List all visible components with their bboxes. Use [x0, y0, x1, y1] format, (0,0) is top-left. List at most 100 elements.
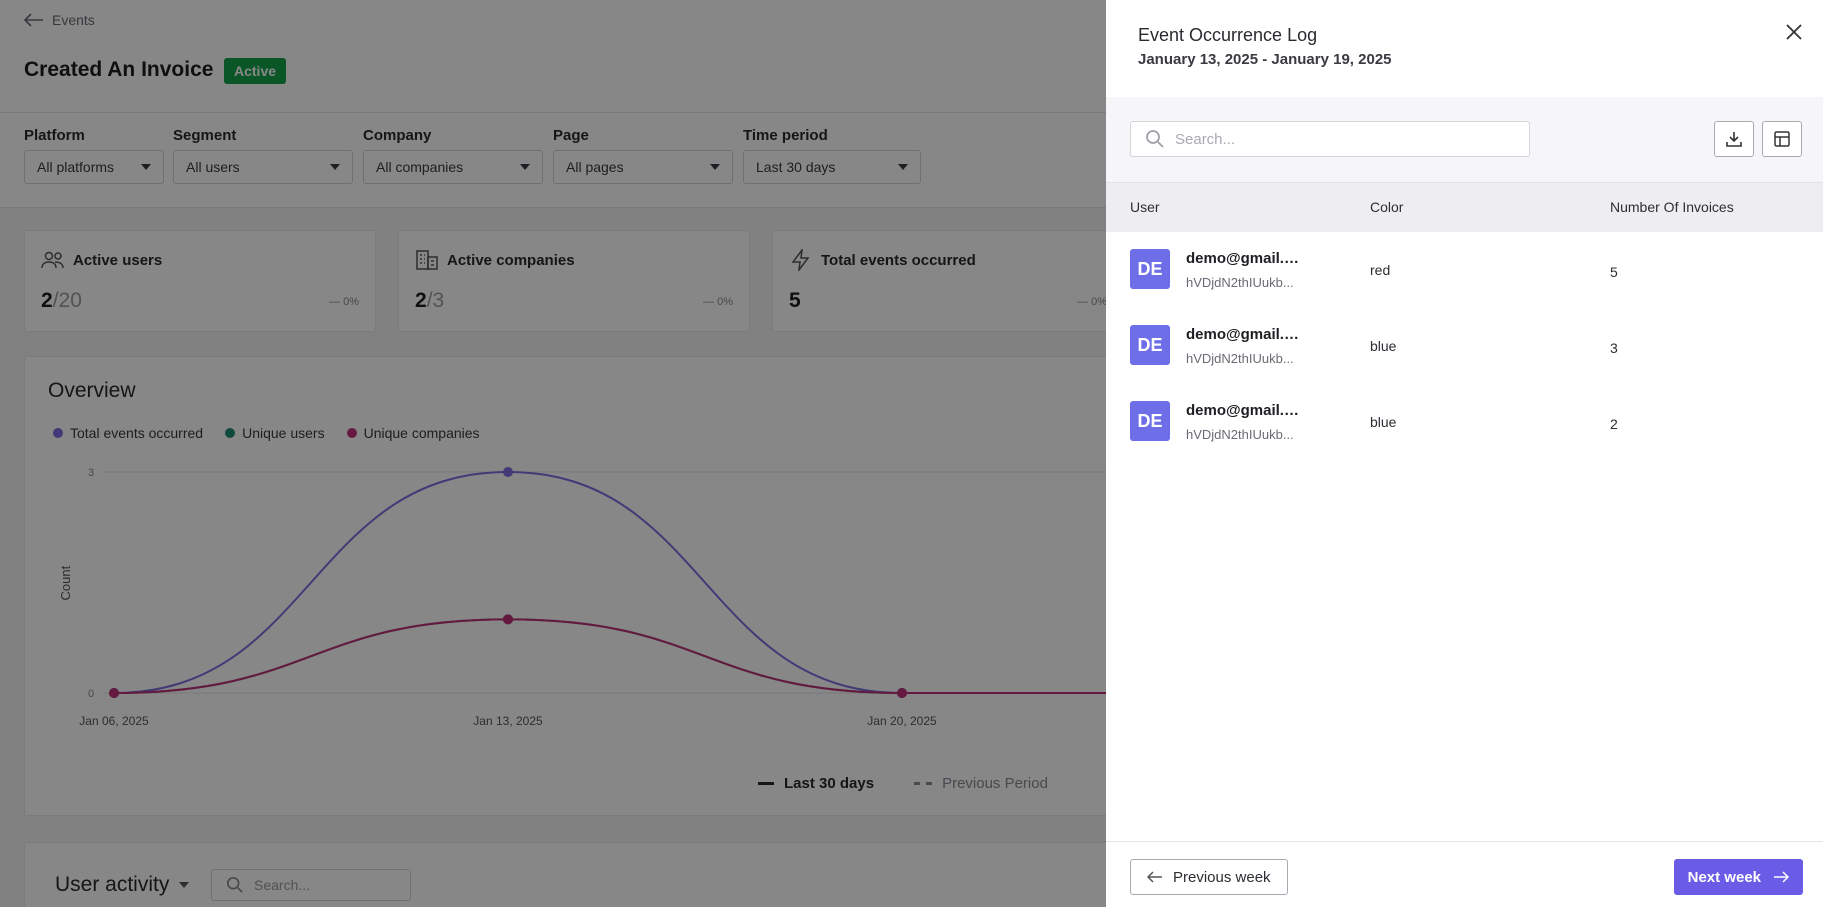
previous-week-label: Previous week: [1173, 868, 1271, 886]
user-email[interactable]: demo@gmail.com: [1186, 326, 1306, 343]
filter-label: Segment: [173, 127, 237, 144]
invoice-count: 5: [1610, 264, 1618, 280]
avatar: DE: [1130, 401, 1170, 441]
select-value: All companies: [376, 159, 464, 175]
overview-line-chart: 0 3 Count Jan 06, 2025 Jan 13, 2025 Jan 20, 2…: [58, 467, 1125, 728]
caret-down-icon: [330, 164, 340, 170]
y-tick-label: 3: [88, 467, 94, 479]
stat-label: Active companies: [447, 251, 575, 269]
y-axis-label: Count: [58, 565, 73, 600]
stat-number: 5: [789, 289, 801, 312]
column-header-invoices[interactable]: Number Of Invoices: [1610, 199, 1734, 215]
user-activity-search[interactable]: Search...: [211, 869, 411, 901]
legend-dot: [53, 428, 63, 438]
next-week-button[interactable]: Next week: [1673, 859, 1803, 895]
building-icon: [416, 250, 438, 270]
table-row[interactable]: DE demo@gmail.com hVDjdN2thIUukb... blue…: [1106, 384, 1823, 460]
company-select[interactable]: All companies: [363, 150, 543, 184]
legend-item-unique-users[interactable]: Unique users: [225, 425, 325, 441]
data-point: [503, 467, 513, 477]
filter-segment: Segment All users: [173, 127, 353, 184]
x-tick-label: Jan 06, 2025: [79, 714, 149, 728]
drawer-footer: Previous week Next week: [1106, 841, 1823, 907]
stat-max: /3: [426, 289, 445, 312]
period-previous: Previous Period: [914, 775, 1048, 792]
back-link[interactable]: Events: [24, 12, 95, 28]
column-header-color[interactable]: Color: [1370, 199, 1404, 215]
drawer-date-range: January 13, 2025 - January 19, 2025: [1138, 51, 1392, 68]
y-tick-label: 0: [88, 688, 94, 700]
stat-label: Total events occurred: [821, 251, 976, 269]
time-period-select[interactable]: Last 30 days: [743, 150, 921, 184]
stat-number: 2: [41, 289, 53, 312]
stat-card-active-users: Active users 2/20 — 0%: [24, 230, 376, 332]
legend-label: Total events occurred: [70, 425, 204, 441]
page-select[interactable]: All pages: [553, 150, 733, 184]
page-title: Created An Invoice: [24, 58, 214, 81]
avatar: DE: [1130, 325, 1170, 365]
invoice-count: 3: [1610, 340, 1618, 356]
download-button[interactable]: [1714, 121, 1754, 157]
color-value: blue: [1370, 414, 1397, 430]
stat-label: Active users: [73, 251, 163, 269]
users-icon: [41, 251, 64, 269]
caret-down-icon: [710, 164, 720, 170]
table-columns-button[interactable]: [1762, 121, 1802, 157]
search-icon: [226, 876, 243, 893]
drawer-title: Event Occurrence Log: [1138, 25, 1318, 45]
table-header: User Color Number Of Invoices: [1106, 182, 1823, 232]
stat-max: /20: [52, 289, 82, 312]
user-activity-title[interactable]: User activity: [55, 873, 190, 897]
table-icon: [1774, 131, 1790, 147]
user-id: hVDjdN2thIUukb...: [1186, 351, 1294, 366]
user-email[interactable]: demo@gmail.com: [1186, 402, 1306, 419]
drawer-toolbar: [1106, 97, 1823, 182]
x-tick-label: Jan 20, 2025: [867, 714, 937, 728]
user-email[interactable]: demo@gmail.com: [1186, 250, 1306, 267]
caret-down-icon: [520, 164, 530, 170]
data-point: [897, 688, 907, 698]
table-row[interactable]: DE demo@gmail.com hVDjdN2thIUukb... blue…: [1106, 308, 1823, 384]
select-value: All users: [186, 159, 240, 175]
download-icon: [1726, 132, 1742, 147]
legend-item-total-events[interactable]: Total events occurred: [53, 425, 203, 441]
stat-card-total-events: Total events occurred 5 — 0%: [772, 230, 1124, 332]
legend-label: Unique users: [242, 425, 325, 441]
select-value: Last 30 days: [756, 159, 836, 175]
filter-label: Time period: [743, 127, 828, 144]
period-current-label: Last 30 days: [784, 775, 875, 792]
color-value: blue: [1370, 338, 1397, 354]
table-row[interactable]: DE demo@gmail.com hVDjdN2thIUukb... red …: [1106, 232, 1823, 308]
stat-value: 5: [789, 289, 801, 313]
stat-card-title: Total events occurred: [789, 249, 976, 271]
x-tick-label: Jan 13, 2025: [473, 714, 543, 728]
solid-line-icon: [758, 782, 774, 785]
next-week-label: Next week: [1687, 868, 1761, 886]
column-header-user[interactable]: User: [1130, 199, 1160, 215]
legend-item-unique-companies[interactable]: Unique companies: [346, 425, 480, 441]
filter-label: Page: [553, 127, 589, 144]
segment-select[interactable]: All users: [173, 150, 353, 184]
filter-label: Platform: [24, 127, 85, 144]
user-id: hVDjdN2thIUukb...: [1186, 427, 1294, 442]
dashed-line-icon: [914, 782, 933, 785]
data-point: [503, 614, 513, 625]
stat-value: 2/3: [415, 289, 444, 313]
stat-delta: — 0%: [1077, 296, 1107, 308]
legend-dot: [346, 428, 357, 438]
overview-title: Overview: [48, 379, 136, 402]
user-id: hVDjdN2thIUukb...: [1186, 275, 1294, 290]
caret-down-icon: [898, 164, 908, 170]
previous-week-button[interactable]: Previous week: [1130, 859, 1288, 895]
select-value: All pages: [566, 159, 624, 175]
period-previous-label: Previous Period: [942, 775, 1048, 792]
select-value: All platforms: [37, 159, 115, 175]
close-icon: [1786, 23, 1802, 40]
search-input[interactable]: [1175, 130, 1515, 148]
stat-delta: — 0%: [703, 296, 733, 308]
stat-card-title: Active companies: [415, 249, 575, 271]
platform-select[interactable]: All platforms: [24, 150, 164, 184]
lightning-icon: [791, 249, 810, 271]
user-activity-label: User activity: [55, 873, 170, 896]
close-button[interactable]: [1781, 20, 1807, 46]
